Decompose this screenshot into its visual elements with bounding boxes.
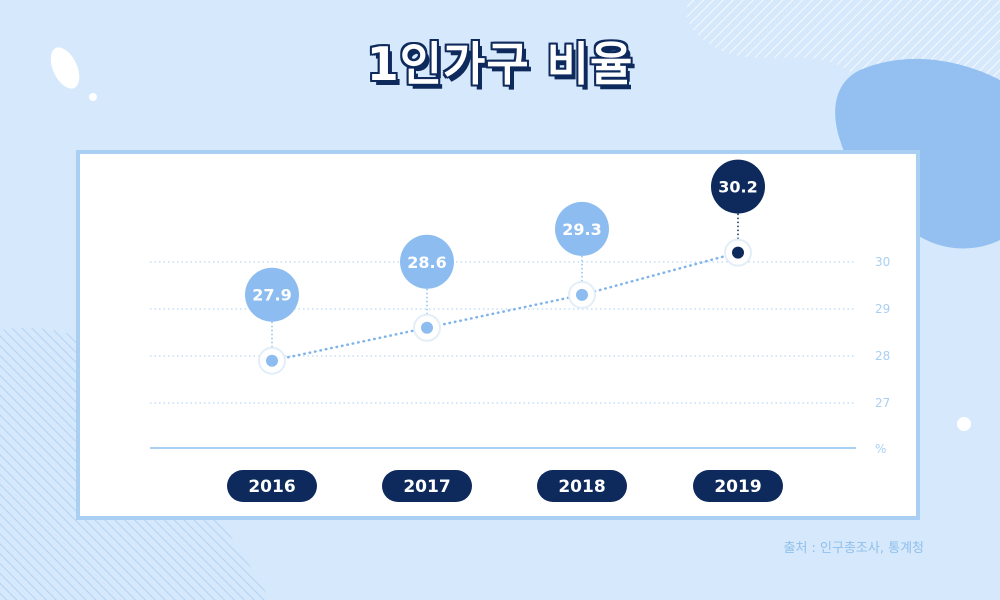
y-tick-label: 30 — [875, 255, 890, 269]
y-tick-label: 28 — [875, 349, 890, 363]
data-point — [576, 288, 588, 301]
value-bubble — [555, 201, 609, 256]
value-bubble — [245, 267, 299, 322]
x-tick-label: 2018 — [558, 477, 605, 497]
y-unit-label: % — [875, 442, 886, 456]
white-dot-decoration — [89, 93, 97, 101]
y-tick-label: 27 — [875, 396, 890, 410]
category-pill — [382, 470, 472, 502]
category-pill — [537, 470, 627, 502]
chart-panel: 30 29 28 27% 27.9 2016 28.6 2017 29.3 2018 30.2 201… — [76, 150, 920, 520]
source-note: 출처 : 인구총조사, 통계청 — [783, 541, 924, 556]
value-bubble — [400, 234, 454, 289]
value-bubble — [711, 159, 765, 214]
data-label: 27.9 — [252, 286, 291, 305]
data-point — [266, 354, 278, 367]
x-tick-label: 2016 — [248, 477, 295, 497]
white-dot-decoration-right — [957, 417, 971, 431]
x-tick-label: 2017 — [403, 477, 450, 497]
data-point — [732, 246, 744, 259]
category-pill — [693, 470, 783, 502]
category-pill — [227, 470, 317, 502]
line-chart: 30 29 28 27% 27.9 2016 28.6 2017 29.3 2018 30.2 201… — [150, 159, 890, 502]
series-line — [270, 251, 740, 362]
white-oval-decoration — [50, 47, 80, 89]
page-title: 1인가구 비율 — [366, 37, 634, 91]
x-tick-label: 2019 — [714, 477, 761, 497]
data-label: 29.3 — [562, 220, 601, 239]
y-tick-label: 29 — [875, 302, 890, 316]
data-point — [421, 321, 433, 334]
data-label: 30.2 — [718, 178, 757, 197]
data-label: 28.6 — [407, 253, 446, 272]
